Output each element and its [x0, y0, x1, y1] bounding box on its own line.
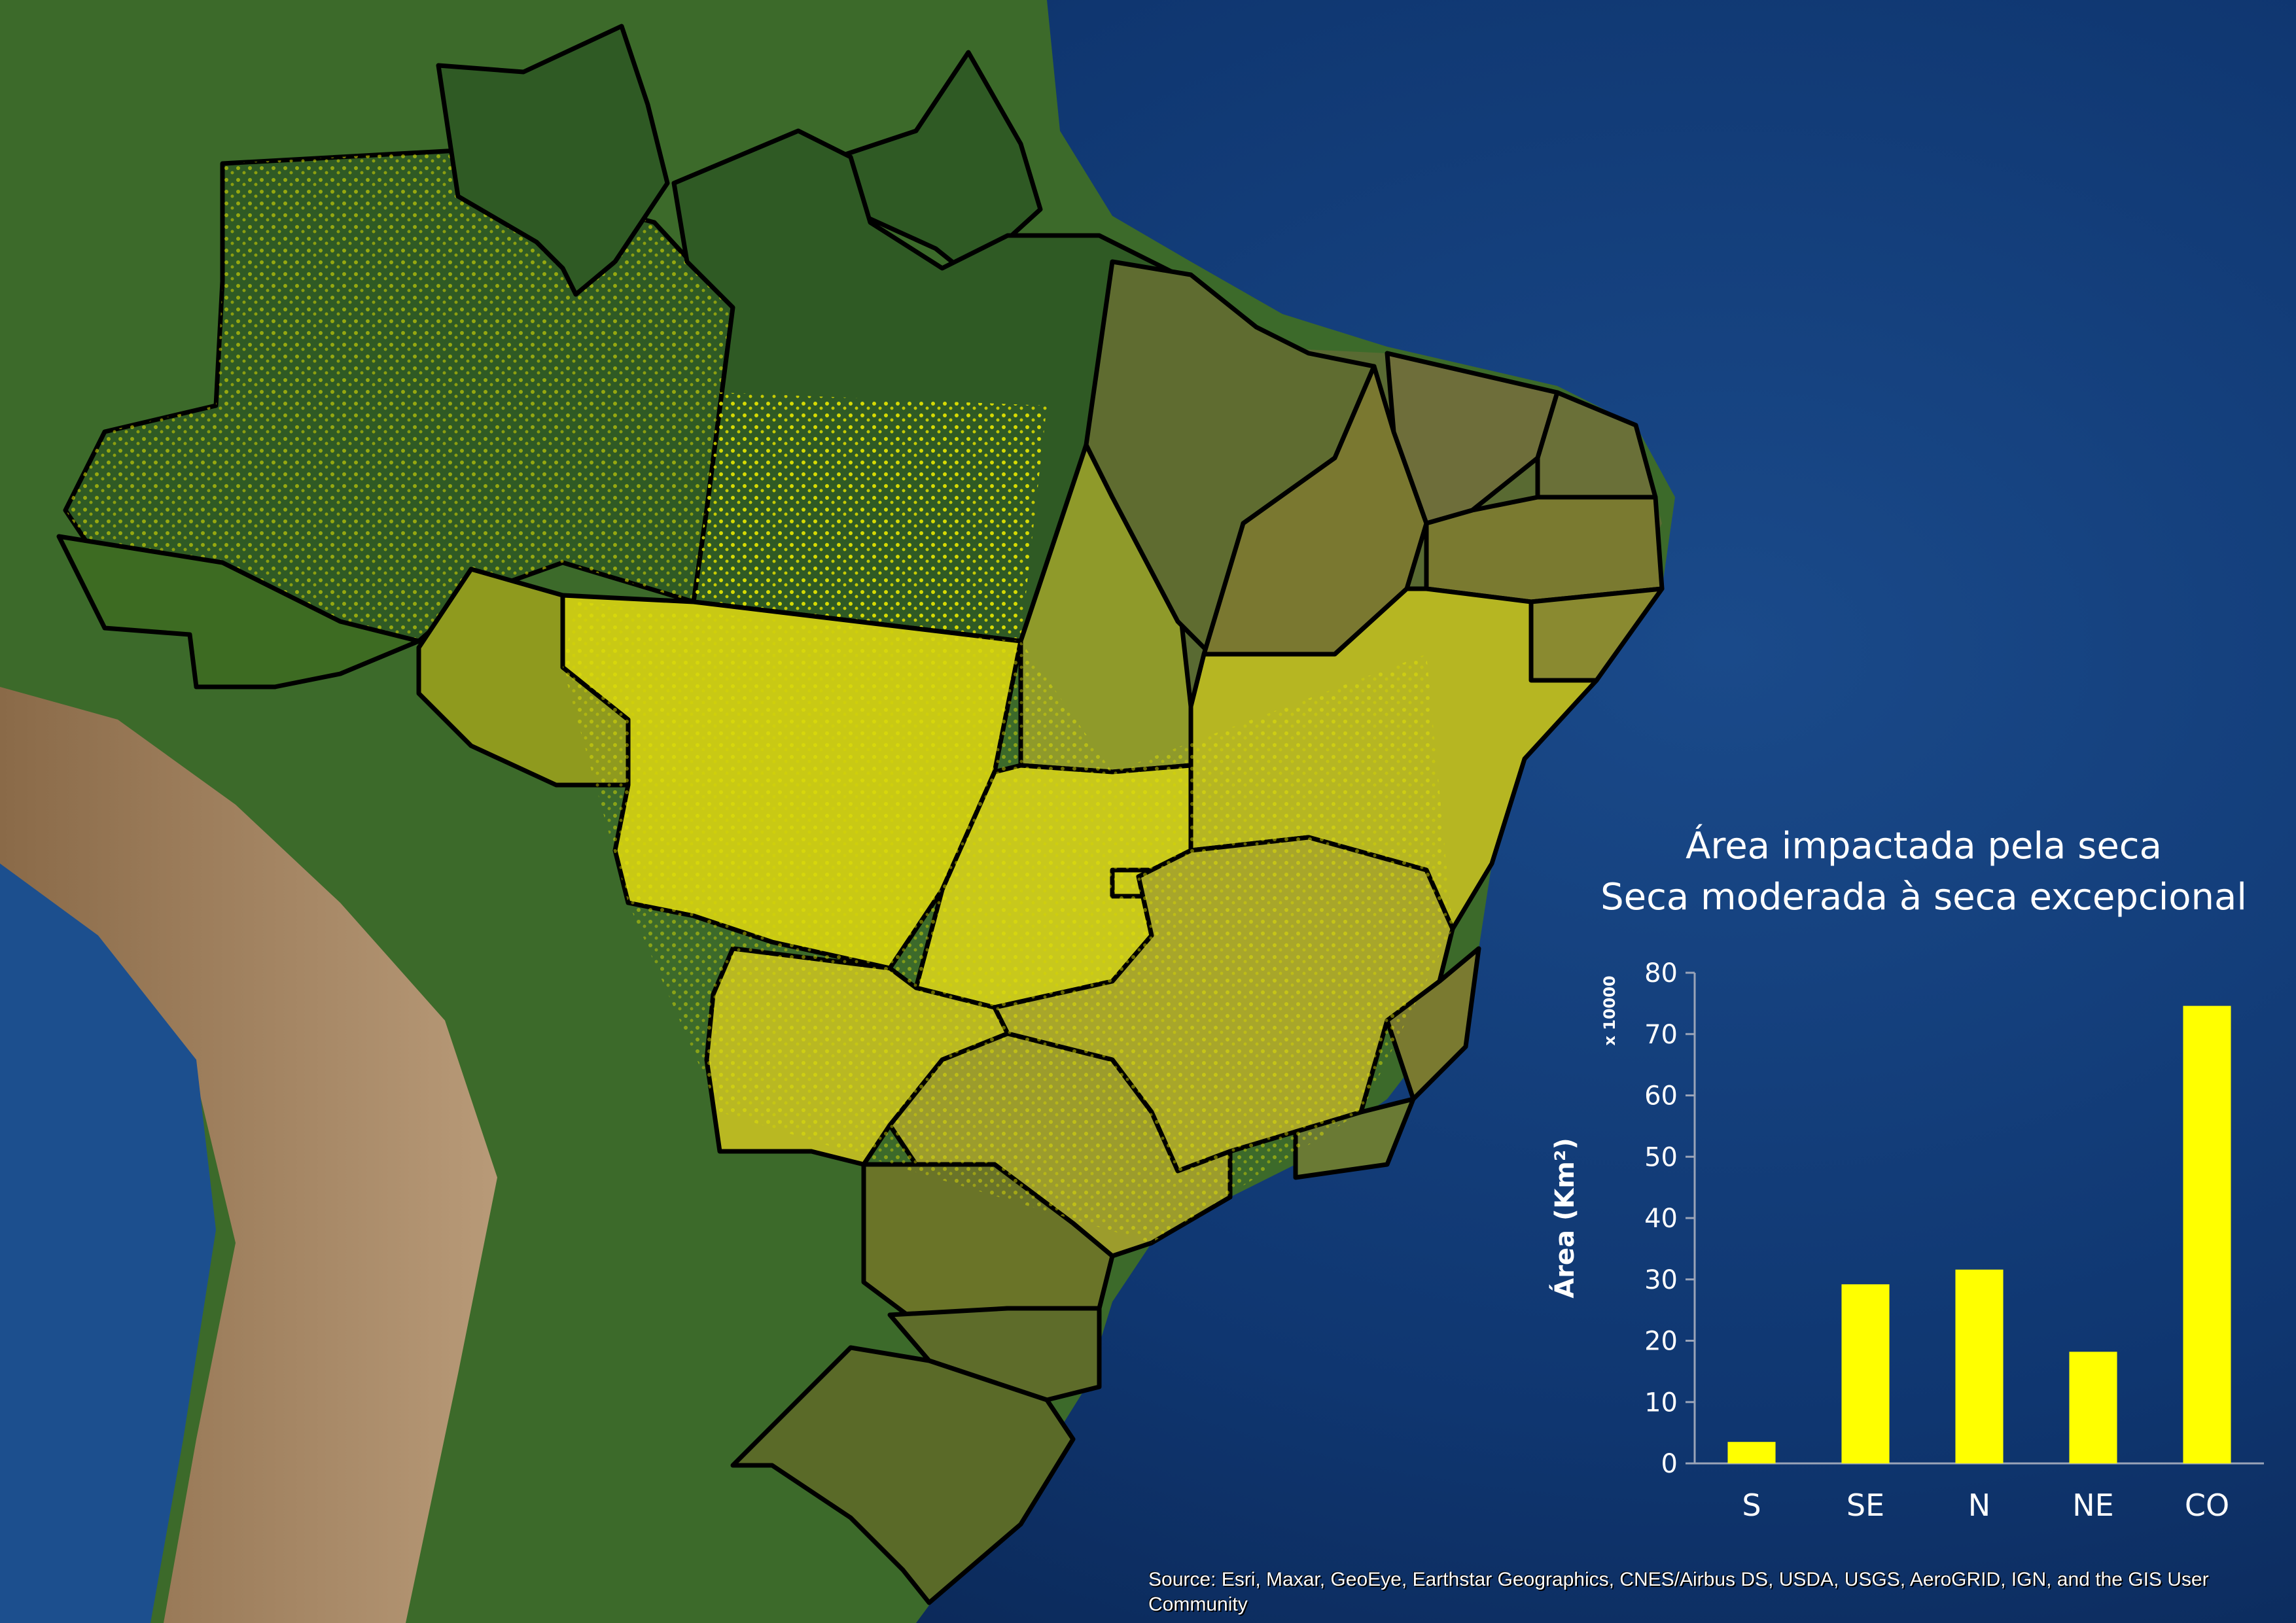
andes-mountains — [0, 687, 497, 1623]
bar-se — [1841, 1284, 1890, 1463]
y-tick-label: 50 — [1644, 1142, 1678, 1172]
state-amazonas-impact — [65, 150, 733, 687]
y-tick-label: 40 — [1644, 1204, 1678, 1234]
bar-s — [1727, 1442, 1776, 1463]
x-tick-label: NE — [2072, 1488, 2113, 1523]
y-tick-label: 30 — [1644, 1265, 1678, 1295]
y-tick-label: 60 — [1644, 1081, 1678, 1111]
chart-subtitle: Seca moderada à seca excepcional — [1600, 876, 2247, 918]
bar-chart: 0 10 20 30 40 50 60 70 80 S SE N NE CO Área (Km²) x … — [1549, 958, 2264, 1523]
y-axis-multiplier: x 10000 — [1600, 975, 1619, 1045]
pacific-ocean — [0, 864, 216, 1623]
state-acre — [56, 534, 421, 689]
chart-title: Área impactada pela seca — [1686, 825, 2162, 867]
y-tick-label: 70 — [1644, 1020, 1678, 1050]
y-tick-label: 20 — [1644, 1327, 1678, 1357]
state-para-impact — [694, 393, 1047, 641]
state-rio-grande-do-sul — [730, 1345, 1076, 1605]
state-roraima — [436, 24, 670, 297]
bar-ne — [2069, 1352, 2117, 1463]
x-tick-label: S — [1742, 1488, 1761, 1523]
y-tick-label: 80 — [1644, 958, 1678, 988]
x-tick-label: SE — [1846, 1488, 1884, 1523]
central-impact-overlay — [563, 602, 1453, 1243]
x-tick-label: CO — [2185, 1488, 2229, 1523]
chart-title-block: Área impactada pela seca Seca moderada à… — [1557, 821, 2290, 923]
bar-co — [2183, 1005, 2231, 1463]
state-pernambuco — [1424, 495, 1665, 604]
state-amapa — [835, 50, 1043, 277]
y-tick-label: 10 — [1644, 1387, 1678, 1418]
x-tick-label: N — [1968, 1488, 1990, 1523]
map-attribution: Source: Esri, Maxar, GeoEye, Earthstar G… — [1148, 1569, 2209, 1615]
y-tick-label: 0 — [1661, 1449, 1678, 1479]
bar-n — [1955, 1269, 2004, 1463]
y-axis-label: Área (Km²) — [1549, 1138, 1580, 1299]
brazil-states — [56, 24, 1665, 1605]
